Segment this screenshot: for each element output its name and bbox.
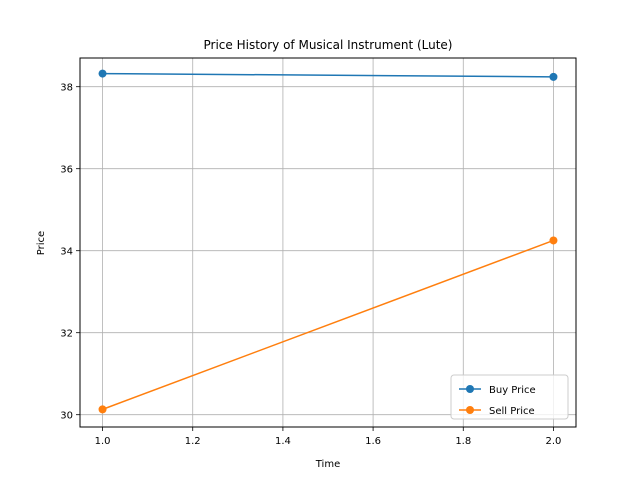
series-group [98, 69, 558, 414]
legend-label-buy-price: Buy Price [489, 385, 536, 396]
legend-marker-buy-price [466, 385, 474, 393]
plot-frame [79, 57, 577, 428]
x-axis: 1.0 1.2 1.4 1.6 1.8 2.0 [95, 427, 562, 447]
legend-marker-sell-price [466, 406, 474, 414]
buy-price-line [102, 72, 554, 78]
y-tick-label: 38 [60, 83, 73, 94]
grid [80, 58, 576, 427]
sell-price-point [98, 405, 107, 414]
legend: Buy Price Sell Price [450, 374, 569, 420]
y-tick-label: 32 [60, 329, 73, 340]
x-tick-label: 2.0 [546, 436, 562, 447]
chart-title: Price History of Musical Instrument (Lut… [204, 38, 453, 52]
buy-price-point [98, 69, 107, 78]
x-tick-label: 1.6 [365, 436, 381, 447]
sell-price-point [549, 236, 558, 245]
y-tick-label: 36 [60, 165, 73, 176]
x-tick-label: 1.4 [275, 436, 291, 447]
x-tick-label: 1.0 [95, 436, 111, 447]
legend-label-sell-price: Sell Price [489, 406, 535, 417]
y-tick-label: 34 [60, 247, 73, 258]
y-axis-label: Price [36, 231, 47, 255]
legend-box [450, 374, 569, 420]
y-tick-label: 30 [60, 411, 73, 422]
y-axis: 30 32 34 36 38 [60, 83, 80, 422]
x-tick-label: 1.8 [455, 436, 471, 447]
x-axis-label: Time [315, 459, 340, 470]
buy-price-point [549, 72, 558, 81]
x-tick-label: 1.2 [185, 436, 201, 447]
sell-price-line [102, 239, 554, 411]
